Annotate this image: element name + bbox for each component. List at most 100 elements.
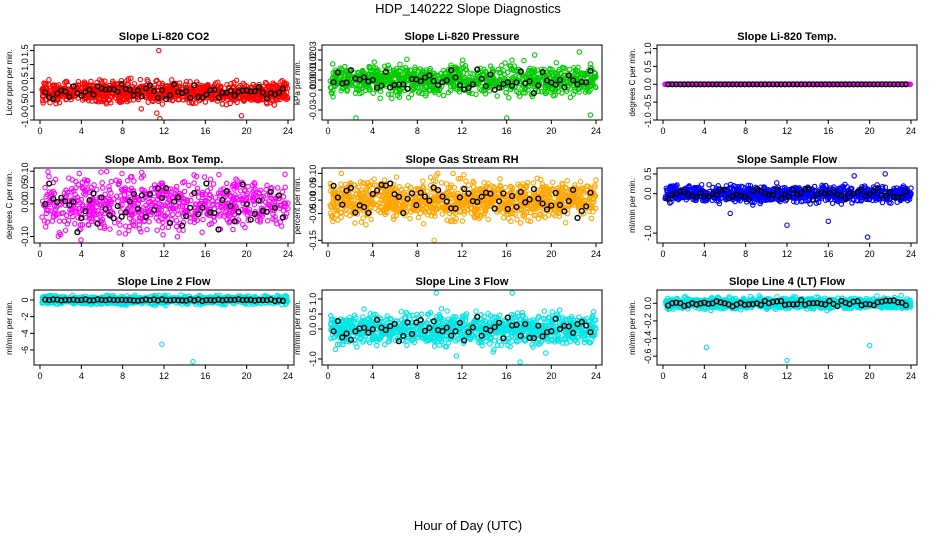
data-point (550, 92, 557, 99)
data-point (426, 203, 433, 210)
data-point (390, 216, 397, 223)
data-point (179, 203, 186, 210)
data-point (553, 59, 560, 66)
x-tick-label: 8 (743, 126, 748, 136)
mean-point (70, 83, 77, 90)
data-point (191, 180, 197, 186)
data-point (474, 213, 481, 219)
data-point (106, 205, 112, 211)
data-point (455, 175, 462, 182)
x-tick-label: 0 (325, 126, 330, 136)
data-point (486, 88, 493, 94)
data-point (517, 183, 524, 189)
y-axis-label: Licor ppm per min. (5, 49, 14, 115)
data-point (137, 215, 144, 222)
mean-point (211, 86, 218, 93)
data-point (470, 194, 477, 201)
y-tick-label: 0.0 (643, 78, 653, 91)
mean-point (167, 219, 174, 227)
data-point (529, 78, 536, 85)
data-point (215, 79, 221, 86)
data-point (183, 85, 189, 91)
mean-point (219, 196, 226, 204)
mean-point (665, 81, 672, 88)
data-point (562, 65, 568, 72)
data-point (545, 212, 552, 218)
mean-point (219, 89, 226, 96)
data-point (56, 218, 63, 224)
data-point (510, 74, 516, 81)
data-point (234, 177, 240, 184)
data-point (162, 88, 169, 94)
mean-point (42, 89, 49, 96)
data-point (481, 86, 488, 93)
data-point (250, 198, 257, 205)
data-point (360, 71, 366, 77)
mean-point (114, 88, 121, 95)
data-point (471, 188, 477, 194)
data-point (584, 183, 590, 189)
data-point (457, 207, 464, 214)
data-point (494, 205, 501, 212)
data-point (412, 64, 418, 71)
data-point (546, 188, 553, 195)
data-point (399, 190, 406, 196)
mean-point (569, 77, 577, 84)
y-tick-label: -0.10 (20, 226, 30, 247)
mean-point (697, 81, 704, 88)
data-point (411, 85, 417, 92)
data-point (371, 176, 377, 182)
data-point (153, 78, 159, 84)
mean-point (878, 81, 885, 88)
data-point (531, 73, 537, 80)
mean-point (126, 86, 133, 94)
data-point (436, 91, 442, 97)
data-point (55, 233, 62, 239)
mean-point (430, 77, 437, 85)
data-point (250, 195, 256, 201)
data-point (271, 102, 278, 108)
mean-point (102, 86, 109, 93)
data-point (246, 94, 253, 100)
data-point (514, 216, 520, 223)
data-point (367, 205, 374, 211)
data-point (395, 72, 402, 79)
data-point (264, 218, 271, 224)
data-point (175, 211, 181, 218)
data-point (447, 218, 454, 225)
mean-point (267, 188, 274, 195)
data-point (207, 176, 214, 183)
data-point (367, 68, 374, 75)
panel-title: Slope Gas Stream RH (405, 154, 518, 166)
mean-point (90, 190, 97, 197)
mean-point (215, 226, 222, 233)
data-point (262, 79, 269, 86)
panel-4: Slope Amb. Box Temp.0 4 8 12 16 20 24-0.100.00… (5, 154, 295, 259)
mean-point (504, 79, 511, 86)
data-point (224, 217, 231, 223)
data-point (331, 82, 337, 89)
data-point (590, 189, 597, 196)
mean-point (195, 211, 202, 218)
data-point (562, 184, 569, 191)
mean-point (846, 81, 853, 88)
data-point (181, 188, 188, 195)
data-point (79, 221, 86, 228)
data-point (568, 79, 575, 85)
mean-point (187, 94, 194, 101)
x-tick-label: 16 (200, 249, 210, 259)
data-point (420, 178, 426, 184)
data-point (219, 200, 226, 206)
data-point (82, 188, 89, 195)
x-tick-label: 20 (242, 249, 252, 259)
data-point (210, 181, 217, 187)
x-tick-label: 20 (865, 126, 875, 136)
data-point (332, 188, 338, 195)
data-point (396, 89, 402, 96)
mean-point (90, 91, 97, 98)
data-point (520, 212, 526, 219)
scatter-points (662, 81, 914, 88)
mean-point (179, 222, 186, 229)
data-point (456, 197, 462, 204)
data-point (228, 204, 235, 210)
